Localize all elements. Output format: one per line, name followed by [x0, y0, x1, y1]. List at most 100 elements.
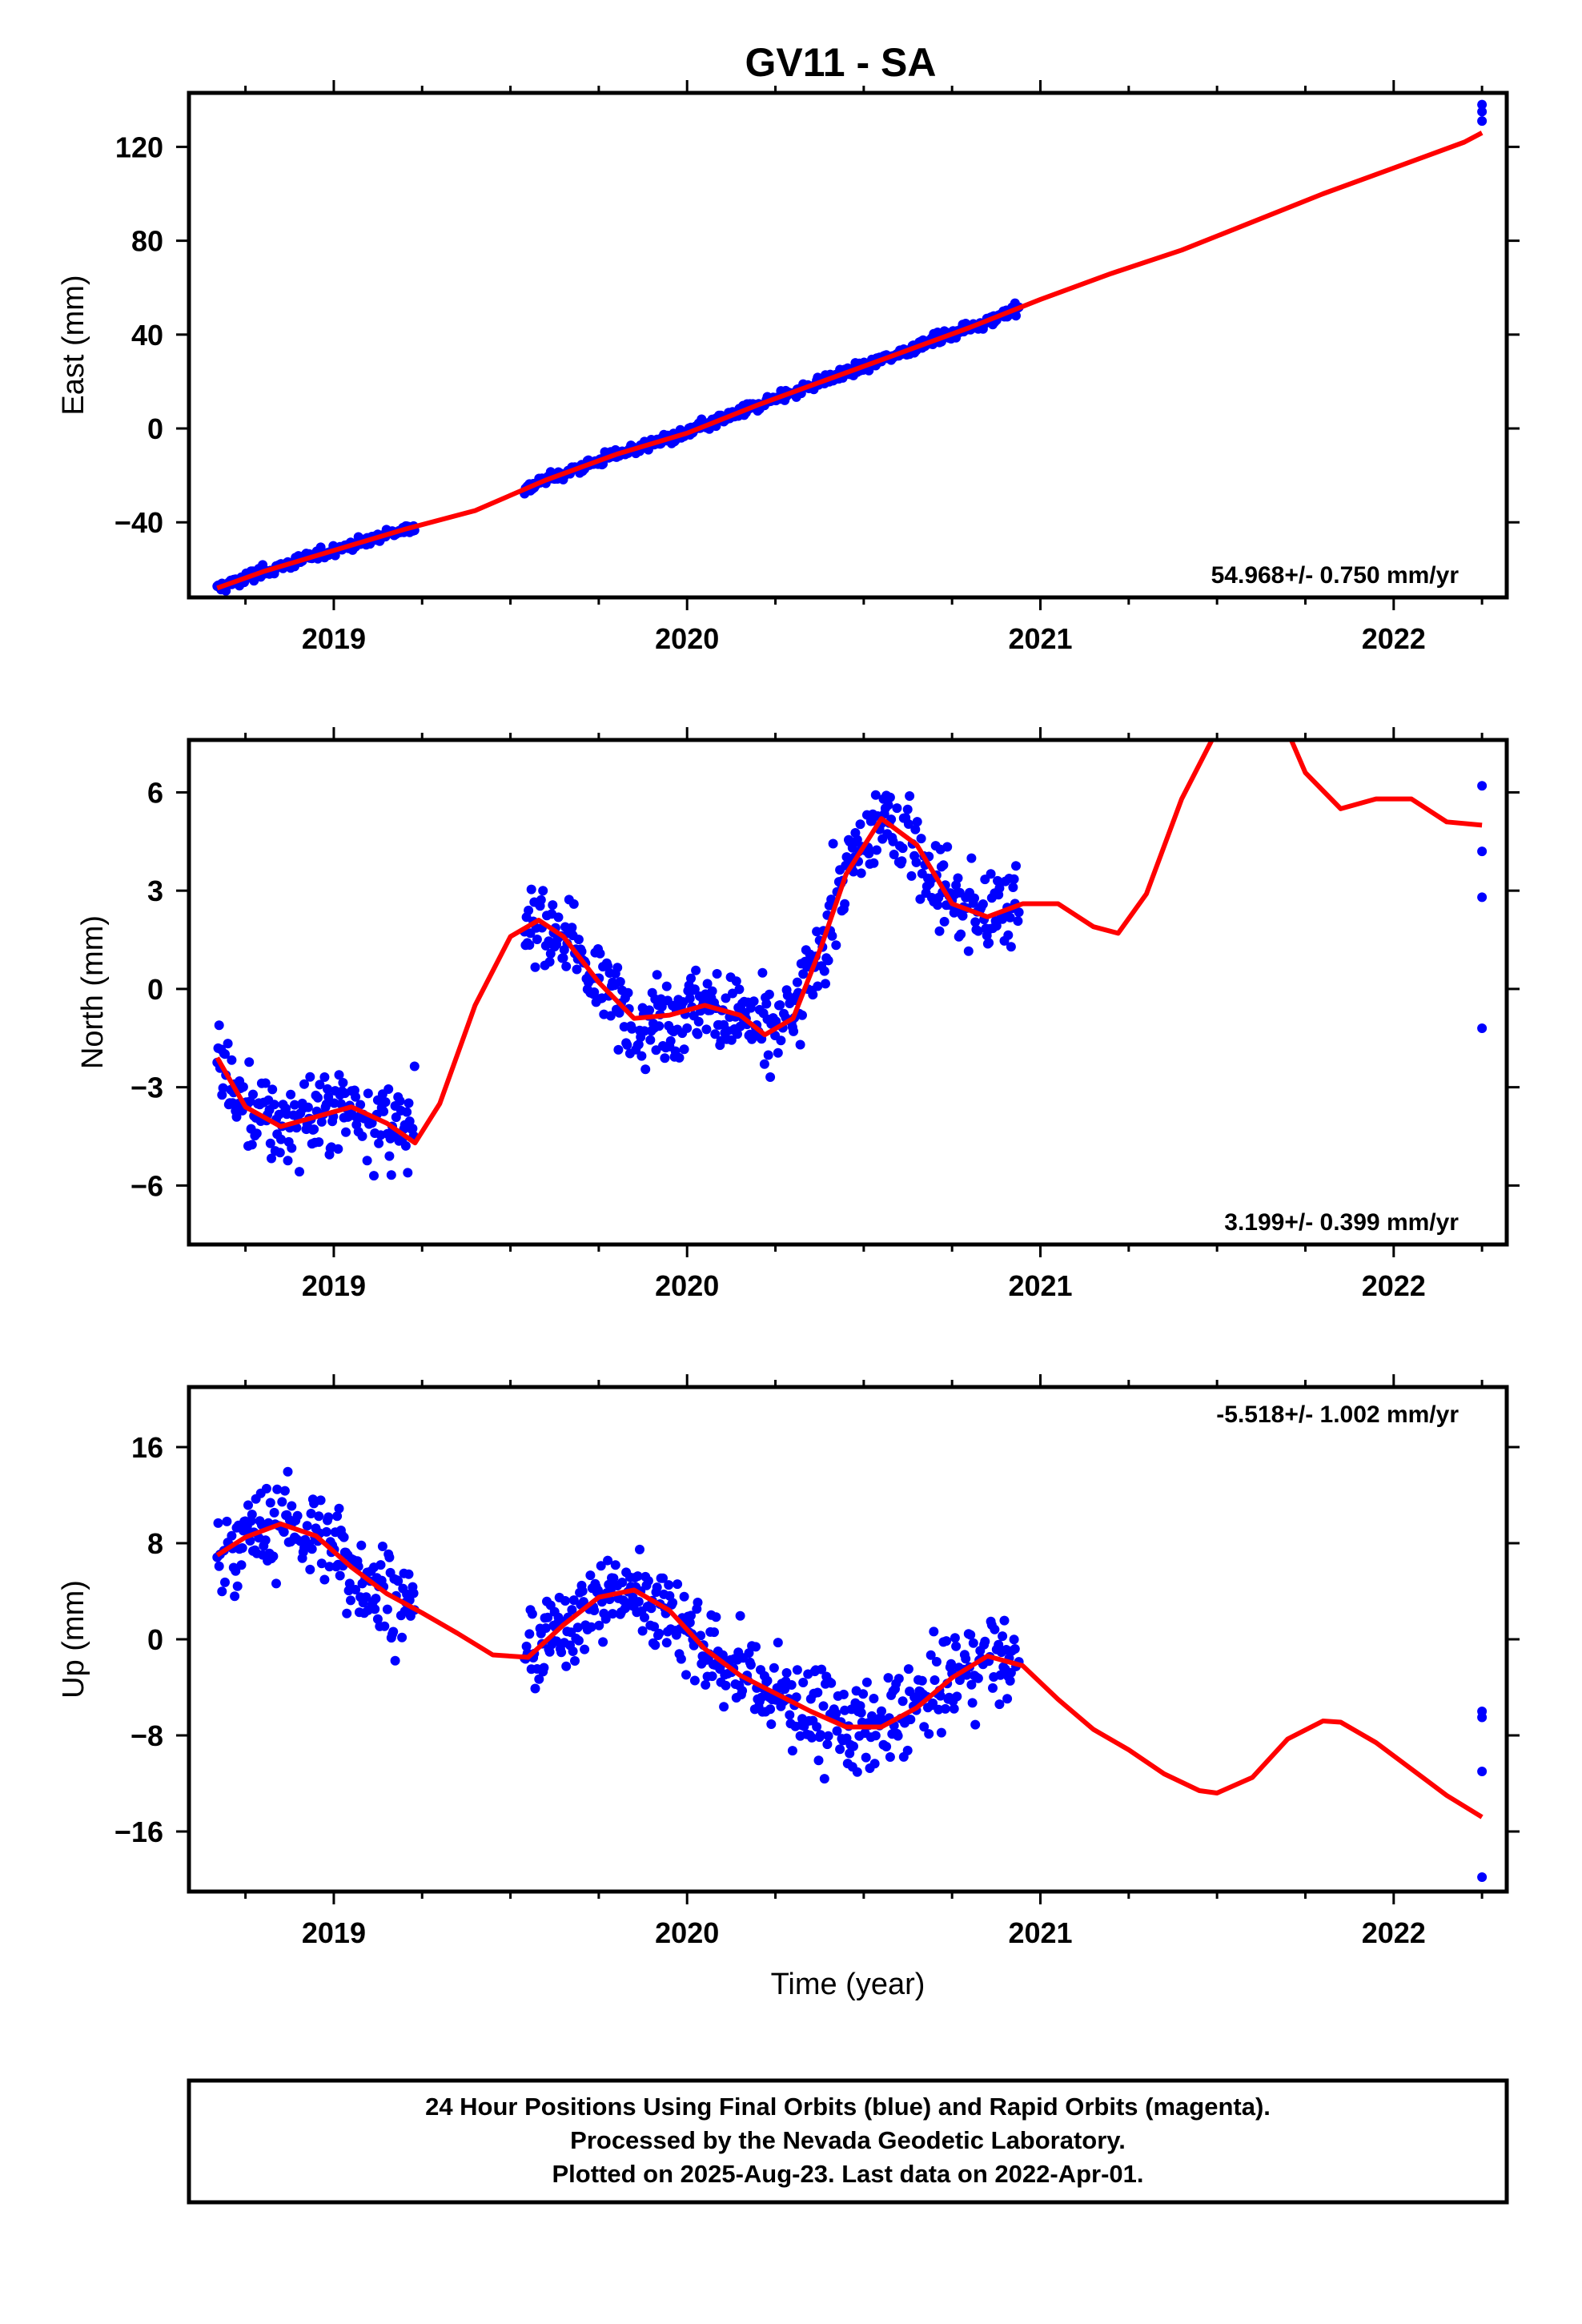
up-data-point [319, 1574, 330, 1585]
north-data-point [903, 819, 913, 829]
north-data-point [970, 893, 979, 903]
up-data-point [701, 1679, 711, 1690]
north-data-point [548, 900, 558, 911]
up-data-point [346, 1595, 355, 1606]
up-data-point [858, 1689, 869, 1699]
up-data-point [277, 1497, 287, 1507]
up-data-point [356, 1540, 367, 1550]
up-data-point [527, 1609, 537, 1619]
up-data-point [765, 1704, 776, 1715]
up-data-point [668, 1598, 678, 1608]
up-data-point [271, 1578, 281, 1589]
north-data-point [701, 1024, 712, 1035]
up-data-point [696, 1630, 706, 1641]
north-data-point [986, 869, 996, 879]
up-y-tick-label: 8 [147, 1527, 163, 1560]
north-data-point [1003, 930, 1014, 940]
north-data-point [797, 1010, 807, 1020]
north-data-point [303, 1102, 313, 1112]
up-data-point [949, 1703, 959, 1714]
north-data-point [665, 1035, 676, 1046]
up-data-point [570, 1656, 580, 1666]
north-data-point [247, 1140, 257, 1150]
up-data-point [608, 1609, 618, 1619]
north-data-point [214, 1020, 224, 1031]
north-data-point [524, 905, 534, 915]
north-data-point [251, 1128, 262, 1139]
up-data-point [852, 1767, 862, 1777]
north-data-point [220, 1049, 230, 1059]
east-data-point [1477, 107, 1488, 117]
up-data-point [1477, 1767, 1488, 1776]
north-data-point [391, 1112, 401, 1123]
north-data-point [661, 981, 672, 991]
up-data-point [214, 1561, 224, 1571]
north-data-point [573, 935, 584, 945]
up-model-curve [215, 1522, 1484, 1819]
footer-line-1: 24 Hour Positions Using Final Orbits (bl… [425, 2093, 1271, 2121]
north-data-point [400, 1140, 411, 1151]
panel-up: 2019 2020 2021 2022 −16 −8 0 8 16 Up (mm) Time (ye… [57, 1374, 1520, 2001]
up-data-point [838, 1689, 849, 1699]
north-data-point [892, 803, 902, 814]
up-data-point [231, 1566, 241, 1576]
up-data-point [679, 1591, 689, 1602]
north-data-point [402, 1107, 412, 1117]
north-data-point [314, 1137, 324, 1148]
up-data-point [823, 1731, 833, 1741]
up-data-point [717, 1650, 728, 1660]
up-data-point [561, 1661, 572, 1671]
north-data-point [938, 860, 949, 870]
up-data-point [652, 1582, 662, 1593]
north-data-point [693, 1016, 704, 1027]
north-data-point [567, 923, 577, 933]
up-data-point [813, 1687, 823, 1698]
up-data-point [745, 1659, 756, 1670]
figure-title: GV11 - SA [745, 40, 937, 85]
up-data-point [709, 1627, 719, 1638]
up-data-point [832, 1726, 842, 1736]
up-data-point [813, 1755, 824, 1766]
north-data-point [595, 948, 605, 959]
up-data-point [261, 1483, 271, 1494]
up-data-point [580, 1644, 590, 1655]
up-data-point [946, 1659, 956, 1669]
north-data-point [707, 986, 717, 996]
north-data-point [776, 1035, 786, 1046]
north-data-point [395, 1096, 405, 1106]
north-data-point [323, 1084, 332, 1094]
north-data-point [640, 1064, 651, 1075]
up-data-point [388, 1626, 399, 1637]
north-data-point [1477, 781, 1488, 791]
north-data-point [244, 1057, 255, 1068]
north-data-point [934, 926, 945, 936]
up-data-point [617, 1578, 628, 1587]
up-data-point [372, 1614, 383, 1624]
up-data-point [524, 1629, 535, 1639]
north-data-point [1477, 892, 1488, 903]
north-data-point [994, 883, 1005, 894]
up-x-tick-label: 2021 [1008, 1916, 1072, 1949]
north-data-point [872, 845, 881, 855]
north-data-point [749, 996, 759, 1007]
up-data-point [598, 1637, 608, 1647]
up-data-point [305, 1564, 315, 1574]
north-y-tick-label: 0 [147, 973, 163, 1006]
north-data-point [645, 1035, 656, 1045]
north-data-point [883, 800, 893, 810]
north-data-point [885, 792, 895, 802]
up-data-point [998, 1631, 1008, 1642]
up-data-point [610, 1560, 620, 1570]
up-data-point [952, 1691, 962, 1702]
up-data-point [861, 1752, 871, 1763]
north-data-point [403, 1168, 413, 1178]
east-plot-area [212, 99, 1488, 596]
up-data-point [785, 1710, 795, 1720]
north-data-point [1005, 912, 1015, 923]
up-data-point [393, 1576, 404, 1586]
north-data-point [910, 824, 921, 834]
up-data-point [766, 1719, 777, 1729]
up-y-tick-label: 0 [147, 1623, 163, 1656]
footer-line-2: Processed by the Nevada Geodetic Laborat… [570, 2126, 1126, 2154]
north-data-point [782, 991, 793, 1000]
